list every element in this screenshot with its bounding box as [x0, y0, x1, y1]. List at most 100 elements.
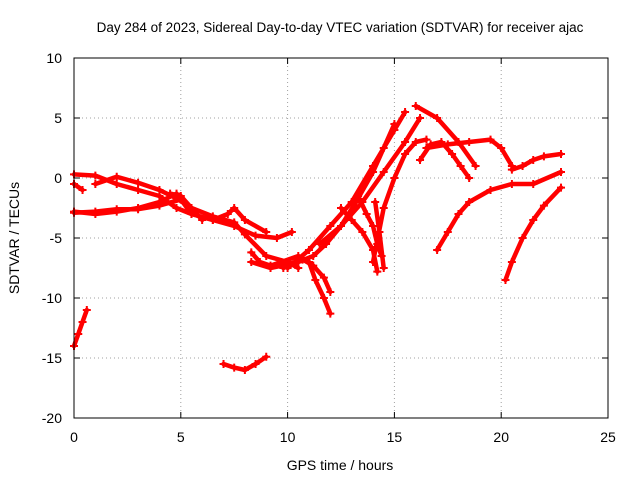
data-point	[433, 246, 442, 254]
data-point	[390, 126, 399, 134]
data-point	[518, 162, 527, 170]
data-point	[262, 352, 271, 361]
data-point	[411, 102, 420, 110]
data-point	[176, 192, 185, 200]
data-point	[247, 258, 256, 266]
data-point	[187, 204, 196, 212]
data-point	[230, 204, 239, 212]
data-point	[134, 186, 143, 194]
y-tick-label: -15	[42, 350, 62, 366]
data-point	[155, 186, 164, 194]
data-point	[507, 165, 516, 174]
data-point	[465, 138, 474, 146]
data-point	[134, 178, 143, 187]
y-tick-labels: -20 -15 -10 -5 0 5 10	[42, 50, 62, 426]
x-tick-label: 15	[387, 429, 403, 445]
data-point	[166, 189, 175, 198]
data-point	[347, 216, 356, 224]
data-point	[309, 252, 318, 260]
data-point	[112, 172, 121, 181]
data-point	[539, 201, 548, 210]
data-point	[240, 366, 249, 374]
data-point	[82, 306, 91, 314]
data-point	[155, 201, 164, 210]
data-point	[557, 168, 566, 176]
data-point	[326, 288, 335, 296]
data-point	[287, 228, 296, 236]
data-point	[337, 222, 345, 230]
data-point	[379, 168, 388, 176]
data-point	[304, 246, 313, 254]
y-tick-label: 5	[54, 110, 62, 126]
data-point	[501, 276, 510, 284]
y-tick-label: 10	[46, 50, 62, 66]
series-arc-19	[413, 103, 478, 169]
data-point	[74, 330, 83, 338]
data-point	[134, 205, 143, 214]
y-axis-label: SDTVAR / TECUs	[6, 182, 22, 294]
data-point	[208, 212, 217, 221]
data-point	[198, 216, 207, 224]
x-tick-label: 10	[280, 429, 296, 445]
series-arc-13	[317, 115, 423, 247]
data-point	[422, 135, 431, 144]
data-point	[309, 261, 318, 270]
data-point	[91, 171, 100, 180]
data-point	[486, 186, 495, 194]
data-point	[411, 138, 420, 146]
data-point	[251, 231, 260, 240]
data-point	[262, 252, 271, 260]
data-point	[379, 264, 388, 272]
data-point	[266, 264, 275, 272]
data-point	[247, 248, 256, 257]
data-point	[529, 156, 538, 164]
data-point	[354, 192, 363, 200]
data-point	[557, 150, 566, 158]
data-point	[557, 183, 566, 192]
data-point	[230, 218, 239, 227]
data-point	[240, 230, 249, 239]
data-point	[326, 309, 335, 318]
data-point	[347, 198, 356, 206]
series-arc-7	[167, 191, 205, 223]
data-point	[375, 228, 384, 236]
data-point	[377, 252, 386, 260]
data-point	[369, 162, 378, 170]
grid	[74, 58, 608, 418]
data-point	[172, 204, 181, 212]
data-point	[539, 152, 548, 161]
data-point	[369, 222, 378, 230]
data-point	[223, 210, 232, 218]
y-tick-label: -5	[50, 230, 63, 246]
data-point	[112, 205, 121, 214]
data-point	[319, 294, 328, 302]
data-point	[230, 363, 239, 372]
data-point	[465, 174, 474, 182]
data-point	[390, 174, 399, 182]
data-point	[78, 186, 87, 194]
data-point	[373, 267, 382, 276]
data-point	[369, 258, 378, 266]
data-point	[311, 276, 320, 284]
data-point	[529, 180, 538, 188]
data-point	[486, 135, 495, 144]
data-point	[401, 108, 410, 116]
series-arc-3	[71, 172, 269, 235]
x-tick-label: 5	[177, 429, 185, 445]
data-point	[251, 360, 260, 368]
data-point	[240, 216, 249, 224]
data-point	[219, 360, 228, 368]
data-point	[362, 210, 371, 218]
x-tick-label: 20	[493, 429, 509, 445]
data-point	[401, 150, 410, 158]
data-point	[507, 258, 516, 266]
data-point	[529, 216, 538, 224]
x-tick-label: 0	[70, 429, 78, 445]
axis-ticks	[73, 57, 609, 419]
series-arc-22	[503, 185, 564, 283]
data-point	[443, 228, 452, 236]
data-point	[448, 150, 457, 158]
data-point	[91, 207, 100, 216]
x-axis-label: GPS time / hours	[287, 457, 394, 473]
